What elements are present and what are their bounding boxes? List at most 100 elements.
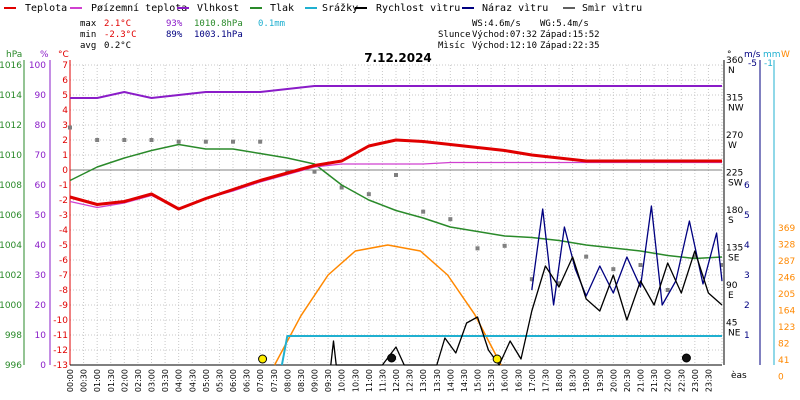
series-sun-elevation (273, 244, 502, 366)
x-tick-label: 10:30 (351, 369, 360, 392)
x-tick-label: 22:30 (677, 369, 686, 392)
temp-tick-label: 6 (62, 76, 68, 86)
x-tick-label: 18:30 (569, 369, 578, 392)
wind-direction-point (95, 138, 100, 142)
dir-tick-label: 90 (726, 281, 738, 291)
wind-direction-point (258, 139, 263, 144)
x-tick-label: 06:00 (229, 369, 238, 392)
wind-direction-point (557, 281, 561, 286)
wind-direction-point (448, 217, 453, 222)
events-layer (258, 353, 691, 364)
temp-tick-label: -5 (59, 241, 68, 251)
x-axis-ticks: 00:00 00:30 01:00 01:30 02:00 02:30 03:00 03:30… (66, 369, 713, 392)
unit-wdeg: W (781, 50, 790, 60)
x-tick-label: 03:00 (148, 369, 157, 392)
hpa-tick-label: 1010 (0, 151, 22, 161)
x-tick-label: 00:30 (80, 369, 89, 392)
x-tick-label: 09:00 (311, 369, 320, 392)
temp-tick-label: -12 (53, 346, 68, 356)
temp-tick-label: -2 (59, 196, 68, 206)
stat-min-temp: -2.3°C (104, 30, 137, 40)
x-tick-label: 05:00 (202, 369, 211, 392)
x-tick-label: 11:00 (365, 369, 374, 392)
x-tick-label: 06:30 (243, 369, 252, 392)
x-tick-label: 02:00 (120, 369, 129, 392)
hpa-tick-label: 998 (5, 331, 22, 341)
dir-tick-name: SE (728, 254, 740, 264)
sunrise-marker (258, 354, 268, 364)
ms-tick-label: 2 (744, 301, 750, 311)
legend-label-temperature: Teplota (25, 3, 67, 14)
stat-avg-temp: 0.2°C (104, 41, 131, 51)
wdeg-tick-label: 0 (778, 373, 784, 383)
x-tick-label: 22:00 (664, 369, 673, 392)
series-wind-speed (330, 250, 723, 366)
stat-max-temp: 2.1°C (104, 19, 131, 29)
pct-tick-label: 100 (29, 61, 46, 71)
unit-dir: ° (727, 50, 732, 60)
stat-max-press: 1010.8hPa (194, 19, 243, 29)
info-sun-rise: Východ:07:32 (472, 30, 537, 40)
temp-tick-label: -8 (59, 286, 68, 296)
x-tick-label: 21:00 (637, 369, 646, 392)
legend-label-humidity: Vlhkost (197, 3, 239, 14)
wind-direction-point (638, 263, 643, 267)
hpa-tick-label: 1004 (0, 241, 22, 251)
pct-tick-label: 90 (35, 91, 47, 101)
legend-label-rain: Srážky (322, 2, 358, 14)
x-tick-label: 05:30 (215, 369, 224, 392)
series-wind-gust (531, 205, 723, 306)
series-temperature (69, 138, 722, 211)
temp-tick-label: 1 (62, 151, 68, 161)
left-axis-ticks: 1016101410121010100810061004100210009989… (0, 61, 68, 371)
info-block: WS:4.6m/s WG:5.4m/s Slunce Východ:07:32 … (438, 19, 600, 51)
pct-tick-label: 20 (35, 301, 47, 311)
moonset-marker (681, 353, 691, 363)
wind-direction-point (611, 267, 616, 272)
stat-min-label: min (80, 30, 96, 40)
x-tick-label: 03:30 (161, 369, 170, 392)
x-tick-label: 20:30 (623, 369, 632, 392)
mm-top-label: -1 (764, 59, 773, 69)
x-tick-label: 09:30 (324, 369, 333, 392)
info-wg: WG:5.4m/s (540, 19, 589, 29)
ms-tick-label: 6 (744, 181, 750, 191)
ms-tick-label: 1 (744, 331, 750, 341)
x-tick-label: 01:00 (93, 369, 102, 392)
temp-tick-label: -6 (59, 256, 68, 266)
dir-tick-label: 360 (726, 56, 743, 66)
info-moon-label: Mìsíc (438, 41, 465, 51)
wdeg-tick-label: 246 (778, 274, 795, 284)
dir-tick-name: E (728, 291, 734, 301)
dir-tick-name: W (728, 141, 737, 151)
x-tick-label: 07:30 (270, 369, 279, 392)
x-tick-label: 16:00 (501, 369, 510, 392)
wind-direction-point (502, 243, 507, 248)
wind-direction-point (421, 209, 426, 214)
legend-label-ground-temperature: Pøízemní teplota (91, 2, 187, 14)
pct-tick-label: 50 (35, 211, 47, 221)
wind-direction-point (584, 254, 589, 259)
info-moon-set: Západ:22:35 (540, 41, 600, 51)
temp-tick-label: 0 (62, 166, 68, 176)
unit-pct: % (40, 50, 49, 60)
pct-tick-label: 80 (35, 121, 47, 131)
temp-tick-label: -13 (53, 361, 68, 371)
axis-lines (23, 60, 775, 366)
wind-direction-point (720, 263, 724, 267)
x-tick-label: 23:30 (704, 369, 713, 392)
axis-units: hPa % °C ° m/s mm W -5 -1 èas (6, 50, 790, 381)
wdeg-tick-label: 164 (778, 307, 795, 317)
x-tick-label: 12:30 (406, 369, 415, 392)
x-tick-label: 04:30 (188, 369, 197, 392)
x-tick-label: 08:30 (297, 369, 306, 392)
dir-tick-label: 315 (726, 94, 743, 104)
x-tick-label: 15:00 (474, 369, 483, 392)
ms-top-label: -5 (748, 59, 757, 69)
wind-direction-point (176, 139, 181, 144)
x-tick-label: 23:00 (691, 369, 700, 392)
series-humidity (70, 85, 722, 99)
pct-tick-label: 60 (35, 181, 47, 191)
stat-max-hum: 93% (166, 19, 183, 29)
x-tick-label: 01:30 (107, 369, 116, 392)
